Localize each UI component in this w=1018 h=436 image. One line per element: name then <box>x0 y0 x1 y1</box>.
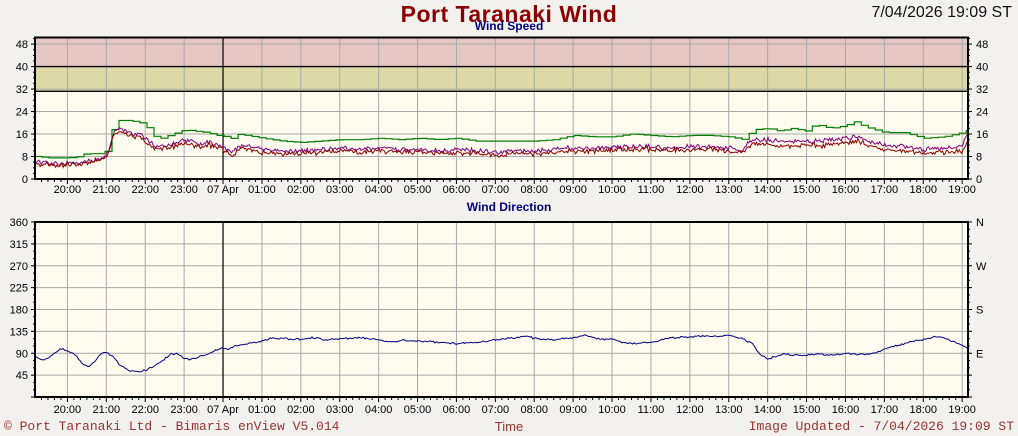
wind-speed-xtick-label: 01:00 <box>248 184 276 196</box>
wind-speed-xtick-label: 23:00 <box>170 184 198 196</box>
wind-direction-ytick-left: 315 <box>10 239 28 251</box>
wind-speed-ytick-right: 16 <box>976 129 988 141</box>
wind-direction-ytick-right: S <box>976 305 983 317</box>
gust-line <box>35 119 968 159</box>
wind-speed-ytick-right: 0 <box>976 174 982 186</box>
wind-direction-ytick-left: 360 <box>10 217 28 229</box>
wind-direction-xtick-label: 17:00 <box>871 404 899 416</box>
wind-speed-xtick-label: 07 Apr <box>207 184 239 196</box>
wind-direction-xtick-label: 08:00 <box>520 404 548 416</box>
wind-direction-xtick-label: 16:00 <box>832 404 860 416</box>
wind-speed-chart-title: Wind Speed <box>474 19 544 33</box>
wind-direction-ytick-left: 90 <box>16 348 28 360</box>
wind-direction-xtick-label: 06:00 <box>443 404 471 416</box>
wind-speed-ytick-right: 24 <box>976 107 988 119</box>
wind-speed-xtick-label: 15:00 <box>793 184 821 196</box>
wind-direction-xtick-label: 13:00 <box>715 404 743 416</box>
wind-speed-xtick-label: 03:00 <box>326 184 354 196</box>
wind-speed-xtick-label: 09:00 <box>559 184 587 196</box>
wind-speed-ytick-right: 8 <box>976 152 982 164</box>
wind-direction-xtick-label: 01:00 <box>248 404 276 416</box>
wind-direction-xtick-label: 23:00 <box>170 404 198 416</box>
wind-direction-xtick-label: 20:00 <box>54 404 82 416</box>
caution-band <box>35 66 968 92</box>
wind-direction-xtick-label: 14:00 <box>754 404 782 416</box>
wind-direction-ytick-left: 135 <box>10 326 28 338</box>
wind-speed-xtick-label: 02:00 <box>287 184 315 196</box>
wind-direction-ytick-right: N <box>976 217 984 229</box>
wind-direction-xtick-label: 04:00 <box>365 404 393 416</box>
wind-speed-xtick-label: 05:00 <box>404 184 432 196</box>
wind-direction-xtick-label: 05:00 <box>404 404 432 416</box>
wind-speed-ytick-left: 40 <box>16 62 28 74</box>
wind-speed-ytick-left: 0 <box>22 174 28 186</box>
wind-speed-xtick-label: 12:00 <box>676 184 704 196</box>
wind-direction-ytick-left: 180 <box>10 305 28 317</box>
wind-direction-xtick-label: 11:00 <box>638 404 665 416</box>
wind-speed-ytick-left: 32 <box>16 84 28 96</box>
wind-speed-xtick-label: 07:00 <box>482 184 510 196</box>
wind-speed-xtick-label: 11:00 <box>638 184 665 196</box>
wind-direction-xtick-label: 12:00 <box>676 404 704 416</box>
wind-speed-xtick-label: 18:00 <box>909 184 937 196</box>
wind-direction-ytick-right: E <box>976 348 983 360</box>
wind-speed-ytick-left: 48 <box>16 39 28 51</box>
wind-speed-xtick-label: 20:00 <box>54 184 82 196</box>
wind-speed-ytick-left: 8 <box>22 152 28 164</box>
wind-speed-xtick-label: 22:00 <box>131 184 159 196</box>
wind-speed-xtick-label: 19:00 <box>948 184 976 196</box>
wind-speed-xtick-label: 13:00 <box>715 184 743 196</box>
wind-speed-xtick-label: 04:00 <box>365 184 393 196</box>
wind-speed-xtick-label: 16:00 <box>832 184 860 196</box>
wind-direction-xtick-label: 02:00 <box>287 404 315 416</box>
wind-direction-plot: 45 90 E 135 180 S 225 270 W 315 360 N 20:00 21:00 22:0… <box>10 217 987 416</box>
wind-direction-ytick-left: 225 <box>10 283 28 295</box>
wind-speed-ytick-left: 24 <box>16 107 28 119</box>
wind-speed-ytick-left: 16 <box>16 129 28 141</box>
wind-speed-xtick-label: 10:00 <box>598 184 626 196</box>
time-axis-label: Time <box>494 419 524 434</box>
wind-direction-xtick-label: 07:00 <box>482 404 510 416</box>
footer-image-updated: Image Updated - 7/04/2026 19:09 ST <box>748 419 1014 434</box>
wind-direction-xtick-label: 19:00 <box>948 404 976 416</box>
wind-direction-ytick-left: 270 <box>10 261 28 273</box>
wind-direction-xtick-label: 07 Apr <box>207 404 239 416</box>
wind-direction-xtick-label: 09:00 <box>559 404 587 416</box>
footer-copyright: © Port Taranaki Ltd - Bimaris enView V5.… <box>4 419 340 434</box>
wind-direction-xtick-label: 10:00 <box>598 404 626 416</box>
page-title: Port Taranaki Wind <box>400 1 618 27</box>
wind-speed-ytick-right: 32 <box>976 84 988 96</box>
wind-direction-chart-title: Wind Direction <box>466 200 552 214</box>
wind-direction-xtick-label: 22:00 <box>131 404 159 416</box>
wind-speed-sensor-2-line <box>34 131 968 169</box>
wind-speed-xtick-label: 21:00 <box>93 184 121 196</box>
wind-speed-xtick-label: 14:00 <box>754 184 782 196</box>
wind-direction-ytick-left: 45 <box>16 370 28 382</box>
wind-speed-xtick-label: 17:00 <box>871 184 899 196</box>
wind-direction-xtick-label: 18:00 <box>909 404 937 416</box>
alert-band <box>35 37 968 67</box>
wind-speed-ytick-right: 48 <box>976 39 988 51</box>
wind-speed-sensor-1-line <box>34 127 968 167</box>
wind-direction-ytick-right: W <box>976 261 987 273</box>
wind-speed-plot: 0 0 8 8 16 16 24 24 32 32 40 40 48 48 20:00 21:00 22:00 2… <box>16 36 988 196</box>
wind-speed-xtick-label: 06:00 <box>443 184 471 196</box>
wind-direction-xtick-label: 21:00 <box>93 404 121 416</box>
wind-speed-xtick-label: 08:00 <box>520 184 548 196</box>
wind-direction-xtick-label: 03:00 <box>326 404 354 416</box>
header-timestamp: 7/04/2026 19:09 ST <box>871 4 1012 21</box>
wind-speed-ytick-right: 40 <box>976 62 988 74</box>
wind-direction-line <box>34 334 968 373</box>
wind-direction-xtick-label: 15:00 <box>793 404 821 416</box>
